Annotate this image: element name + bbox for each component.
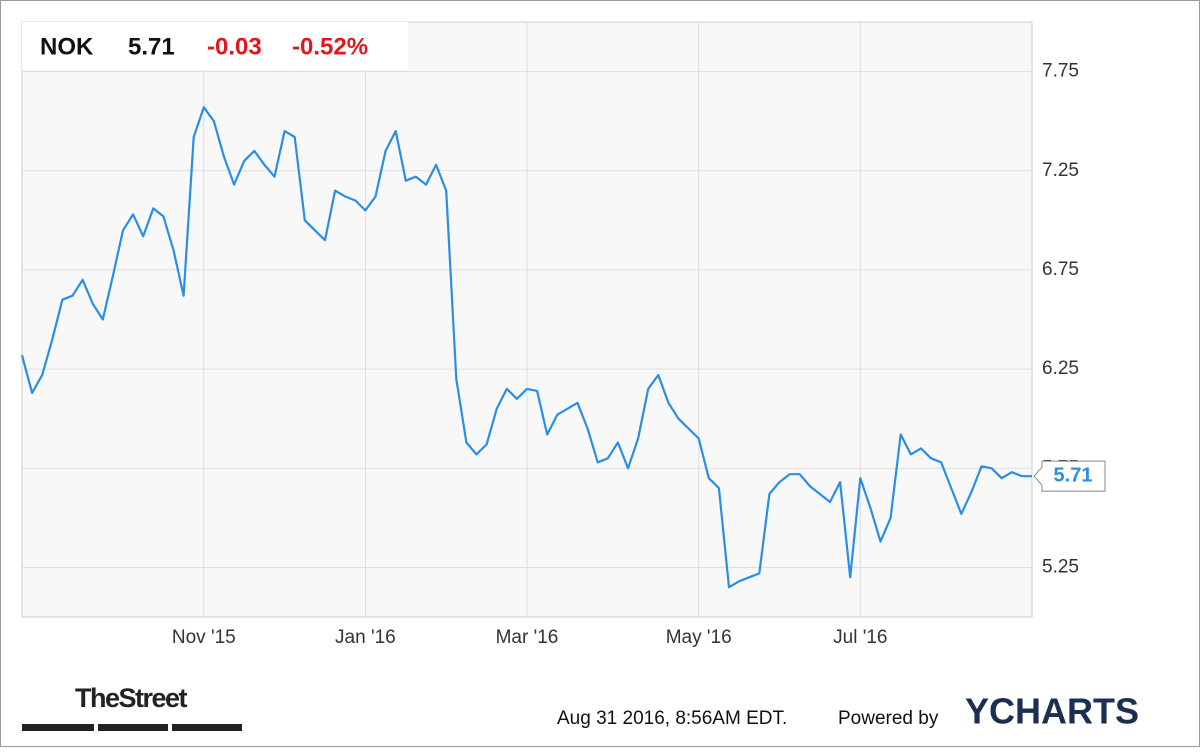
last-value-label: 5.71	[1054, 464, 1093, 486]
x-tick-label: Mar '16	[496, 627, 559, 648]
price: 5.71	[128, 33, 175, 60]
y-tick-label: 7.75	[1042, 61, 1079, 82]
price-line	[20, 106, 1032, 589]
ycharts-logo: YCHARTS	[965, 691, 1139, 732]
y-tick-label: 6.75	[1042, 259, 1079, 280]
powered-by: Powered by	[838, 708, 939, 729]
symbol: NOK	[40, 33, 94, 60]
logo-bar	[22, 724, 94, 731]
y-tick-label: 6.25	[1042, 358, 1079, 379]
header-box	[22, 22, 408, 70]
change-pct: -0.52%	[292, 33, 368, 60]
x-tick-label: May '16	[666, 627, 732, 648]
x-tick-label: Nov '15	[172, 627, 236, 648]
logo-bar	[98, 724, 168, 731]
change: -0.03	[207, 33, 262, 60]
logo-bar	[172, 724, 242, 731]
y-tick-label: 5.25	[1042, 556, 1079, 577]
y-tick-label: 7.25	[1042, 160, 1079, 181]
last-value-box	[1033, 460, 1106, 492]
x-tick-label: Jul '16	[833, 627, 887, 648]
thestreet-logo: TheStreet	[75, 683, 188, 713]
x-tick-label: Jan '16	[335, 627, 396, 648]
timestamp: Aug 31 2016, 8:56AM EDT.	[557, 708, 787, 729]
